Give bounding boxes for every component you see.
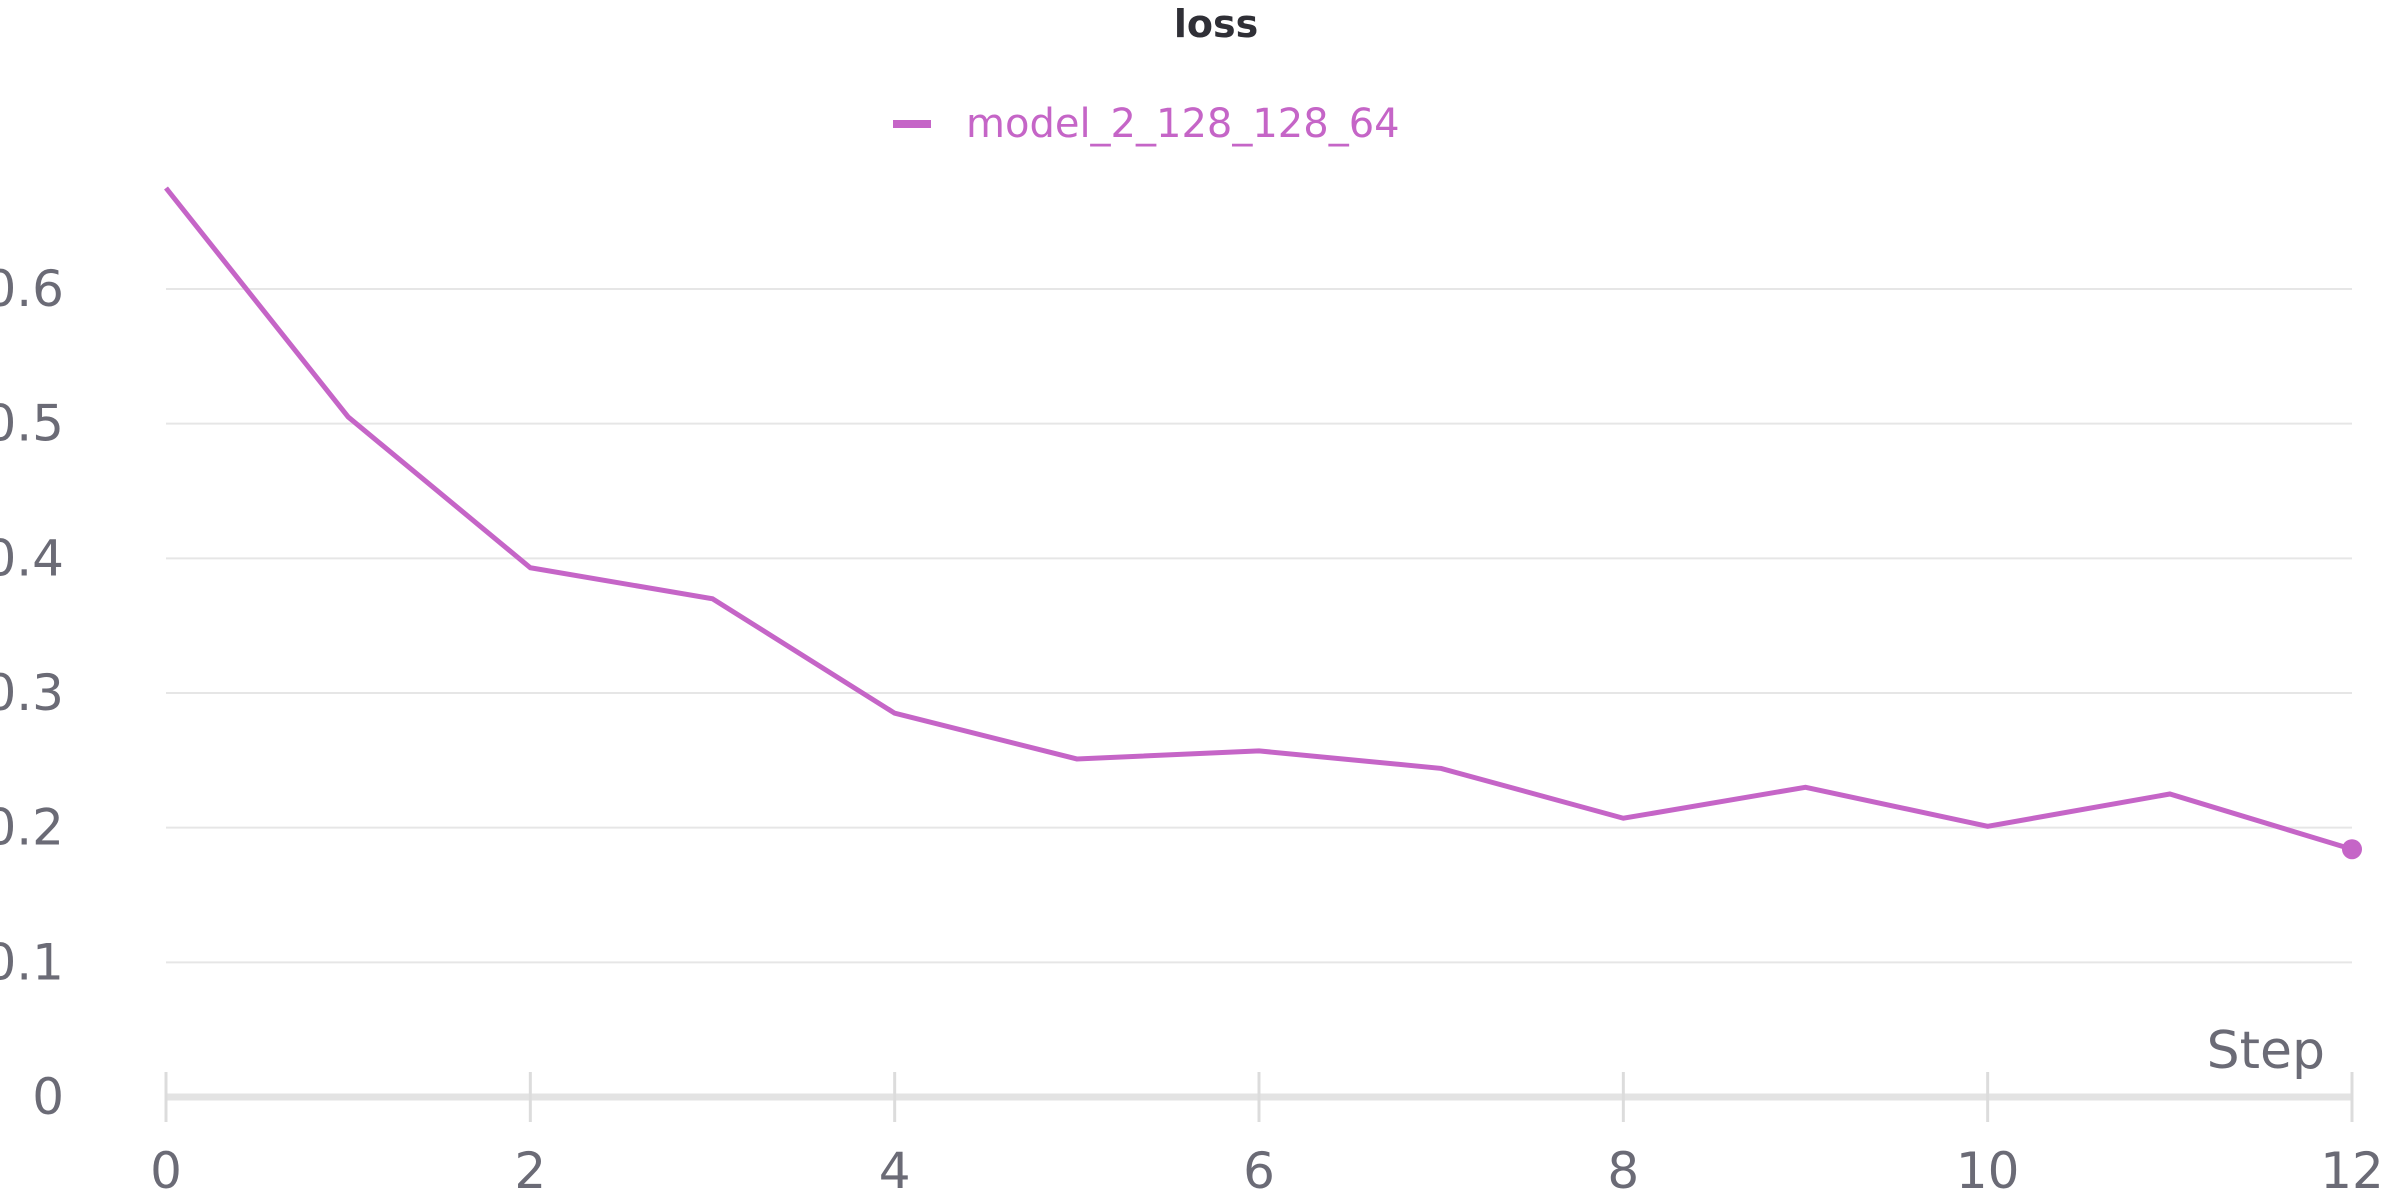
data-point-0-2[interactable] (527, 565, 533, 571)
y-tick-label-3: 0.3 (0, 664, 64, 722)
data-point-0-3[interactable] (710, 596, 716, 602)
y-tick-label-1: 0.1 (0, 933, 64, 991)
x-tick-label-5: 10 (1956, 1142, 2020, 1200)
y-tick-label-2: 0.2 (0, 799, 64, 857)
x-tick-label-2: 4 (879, 1142, 911, 1200)
data-point-0-11[interactable] (2167, 791, 2173, 797)
x-tick-label-1: 2 (514, 1142, 546, 1200)
data-point-0-8[interactable] (1620, 815, 1626, 821)
data-point-0-4[interactable] (892, 710, 898, 716)
y-tick-label-5: 0.5 (0, 395, 64, 453)
y-tick-label-0: 0 (32, 1068, 64, 1126)
y-tick-label-4: 0.4 (0, 529, 64, 587)
legend-label: model_2_128_128_64 (966, 101, 1400, 147)
y-axis: 0 0.1 0.2 0.3 0.4 0.5 0.6 (0, 260, 64, 1126)
data-point-0-9[interactable] (1803, 784, 1809, 790)
plot-area[interactable] (163, 185, 2362, 860)
data-point-0-0[interactable] (163, 185, 169, 191)
data-point-0-1[interactable] (345, 414, 351, 420)
data-point-0-12[interactable] (2342, 839, 2362, 860)
data-point-0-6[interactable] (1256, 748, 1262, 754)
data-point-0-7[interactable] (1438, 765, 1444, 771)
x-tick-label-0: 0 (150, 1142, 182, 1200)
x-tick-label-3: 6 (1243, 1142, 1275, 1200)
gridlines (166, 288, 2352, 964)
series-line-0[interactable] (164, 186, 2353, 852)
x-tick-label-4: 8 (1607, 1142, 1639, 1200)
data-point-0-10[interactable] (1985, 823, 1991, 829)
legend[interactable]: model_2_128_128_64 (893, 101, 1400, 147)
data-point-0-5[interactable] (1074, 756, 1080, 762)
x-tick-label-6: 12 (2320, 1142, 2384, 1200)
x-axis: 0 2 4 6 8 10 12 (150, 1072, 2384, 1200)
x-axis-title: Step (2207, 1021, 2325, 1081)
y-tick-label-6: 0.6 (0, 260, 64, 318)
chart-title: loss (1174, 2, 1258, 46)
